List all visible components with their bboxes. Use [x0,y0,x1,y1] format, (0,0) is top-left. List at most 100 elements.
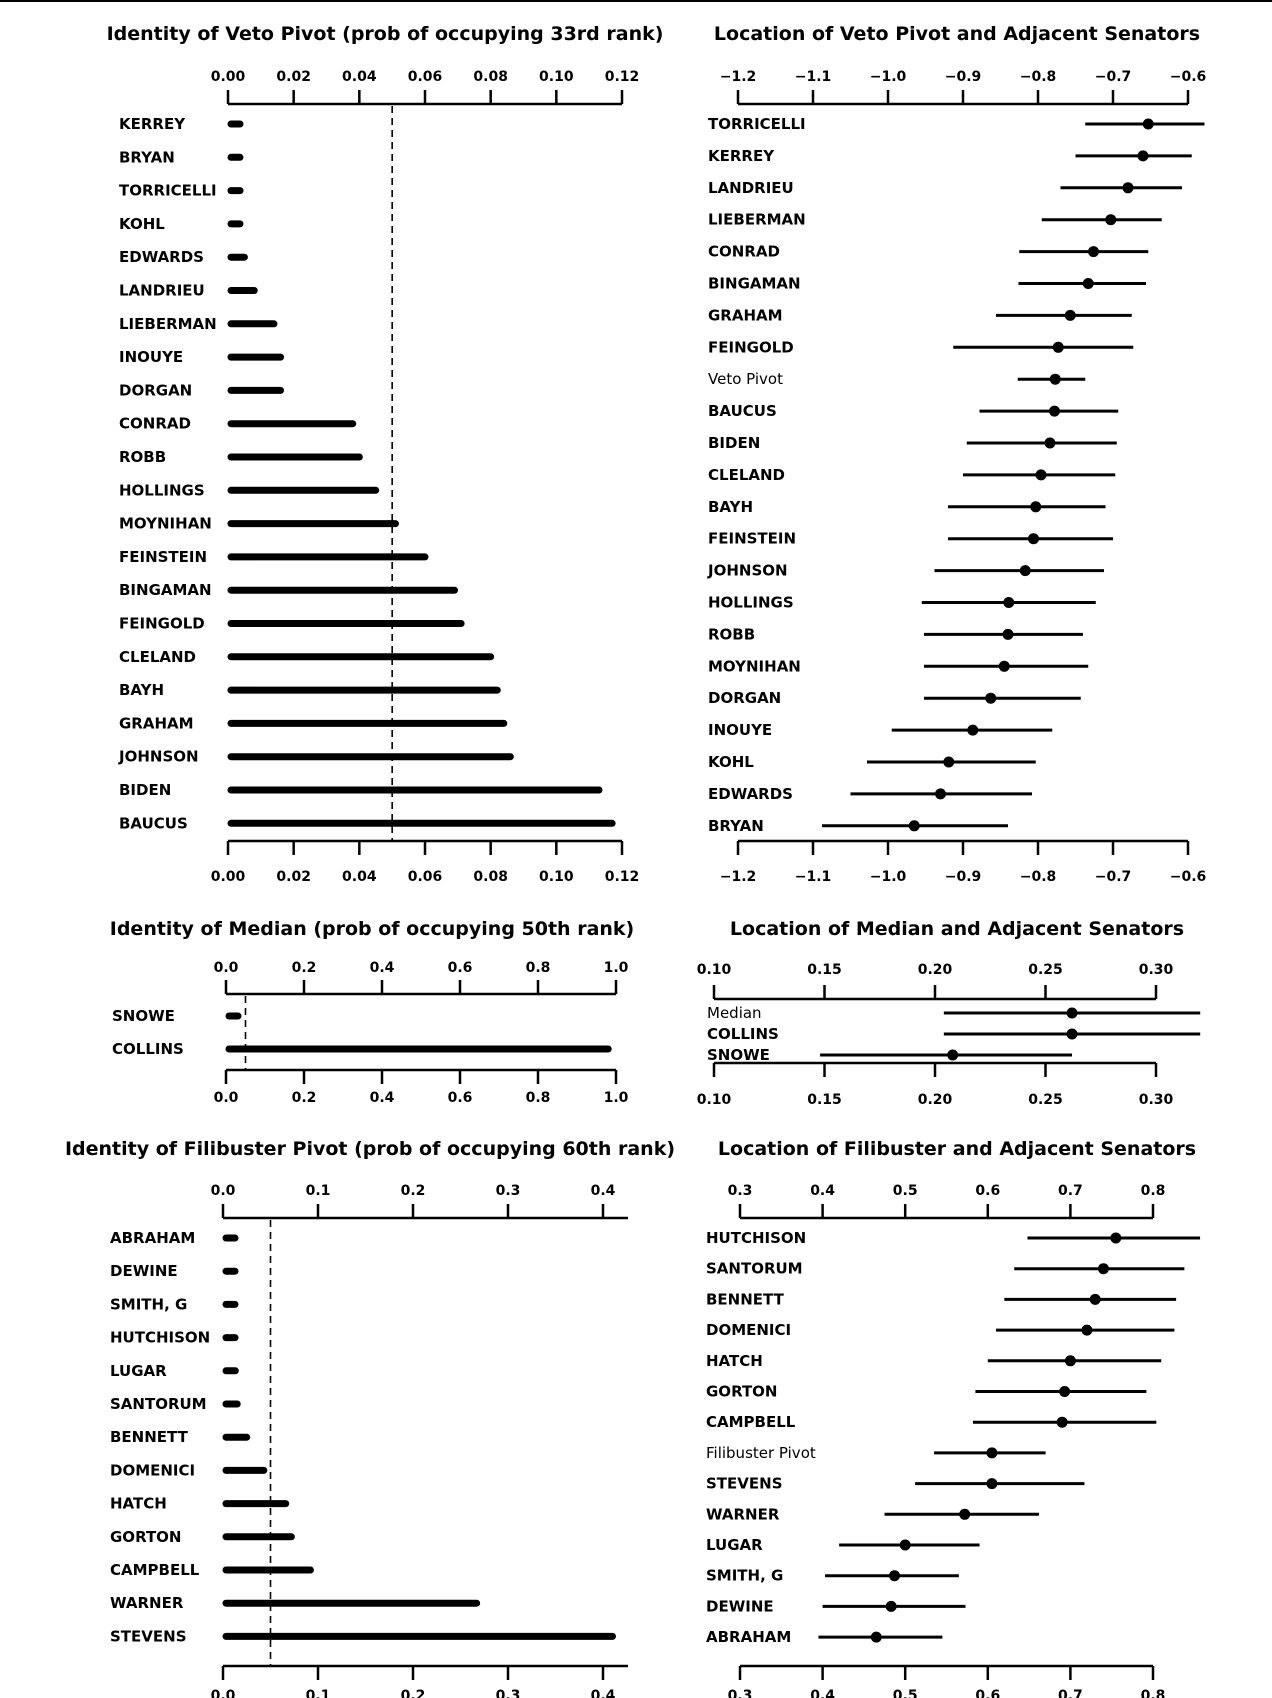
veto-identity-category-label: BAYH [119,681,164,699]
veto-identity-category-label: BIDEN [119,781,171,799]
veto-identity-category-label: HOLLINGS [119,481,205,499]
veto-identity-category-label: EDWARDS [119,248,204,266]
filibuster-location-point [1064,1355,1076,1367]
filibuster-identity-top-tick-label: 0.1 [306,1183,331,1199]
median-location-bottom-tick-label: 0.10 [697,1092,732,1108]
filibuster-location-point [1097,1263,1109,1275]
filibuster-location-row-label: SMITH, G [706,1567,783,1585]
filibuster-location-top-tick-label: 0.4 [810,1183,835,1199]
veto-identity-bottom-tick-label: 0.00 [211,869,246,885]
veto-identity-category-label: BRYAN [119,148,175,166]
median-location-bottom-tick-label: 0.20 [918,1092,953,1108]
veto-location-point [1088,246,1099,258]
median-location-top-tick-label: 0.20 [918,962,953,978]
filibuster-identity-category-label: CAMPBELL [110,1561,200,1579]
median-identity-bottom-tick-label: 1.0 [604,1090,629,1106]
median-identity-bottom-tick-label: 0.2 [292,1090,317,1106]
filibuster-identity-bottom-tick-label: 0.2 [401,1688,426,1698]
veto-location-point [985,692,997,704]
veto-identity-category-label: ROBB [119,448,166,466]
veto-identity-category-label: LIEBERMAN [119,315,217,333]
veto-identity-category-label: BINGAMAN [119,581,212,599]
veto-location-row-label: FEINSTEIN [708,530,796,548]
filibuster-location-bottom-tick-label: 0.8 [1141,1688,1166,1698]
filibuster-location-point [1089,1293,1101,1305]
median-identity-top-tick-label: 0.2 [292,960,317,976]
veto-location-top-tick-label: −0.9 [945,69,982,85]
filibuster-location-point [899,1539,911,1551]
veto-location-bottom-tick-label: −0.9 [945,869,982,885]
veto-location-point [1137,150,1149,162]
veto-location-row-label: CLELAND [708,466,785,484]
median-identity-top-tick-label: 0.4 [370,960,395,976]
veto-location-point [1002,628,1014,640]
veto-location-point [967,724,979,736]
median-location-row-label: COLLINS [707,1025,779,1043]
median-location-point [1066,1007,1078,1019]
filibuster-identity-category-label: SMITH, G [110,1295,187,1313]
veto-identity-bottom-tick-label: 0.10 [539,869,574,885]
veto-identity-top-tick-label: 0.00 [211,69,246,85]
filibuster-location-point [870,1631,882,1643]
filibuster-location-row-label: LUGAR [706,1536,763,1554]
veto-location-bottom-tick-label: −0.7 [1095,869,1132,885]
veto-location-point [1064,309,1076,321]
veto-location-top-tick-label: −1.1 [795,69,832,85]
filibuster-identity-category-label: STEVENS [110,1627,187,1645]
median-location-point [947,1049,959,1061]
veto-identity-bottom-tick-label: 0.06 [408,869,443,885]
median-location-title: Location of Median and Adjacent Senators [730,918,1184,940]
filibuster-location-row-label: BENNETT [706,1290,785,1308]
veto-location-row-label: INOUYE [708,721,772,739]
median-location-top-tick-label: 0.10 [697,962,732,978]
filibuster-location-row-label: Filibuster Pivot [706,1444,816,1462]
veto-identity-top-tick-label: 0.06 [408,69,443,85]
filibuster-location-row-label: GORTON [706,1383,777,1401]
veto-identity-category-label: JOHNSON [118,748,199,766]
filibuster-identity-category-label: DEWINE [110,1262,178,1280]
veto-location-row-label: BAYH [708,498,753,516]
veto-location-point [1105,214,1117,226]
veto-location-point [1030,501,1042,513]
veto-identity-top-tick-label: 0.12 [605,69,640,85]
filibuster-identity-top-tick-label: 0.0 [211,1183,236,1199]
filibuster-identity-top-tick-label: 0.2 [401,1183,426,1199]
filibuster-identity-title: Identity of Filibuster Pivot (prob of oc… [65,1138,675,1160]
veto-location-row-label: BIDEN [708,434,760,452]
filibuster-identity-category-label: LUGAR [110,1362,167,1380]
median-location-bottom-tick-label: 0.15 [807,1092,842,1108]
median-location-bottom-tick-label: 0.30 [1139,1092,1174,1108]
median-identity-top-tick-label: 1.0 [604,960,629,976]
veto-location-row-label: ROBB [708,625,755,643]
filibuster-identity-category-label: GORTON [110,1528,181,1546]
filibuster-location-row-label: HATCH [706,1352,763,1370]
veto-location-row-label: Veto Pivot [708,370,783,388]
veto-location-point [998,660,1010,672]
veto-location-point [1035,469,1047,481]
veto-location-point [1049,405,1060,417]
veto-location-bottom-tick-label: −1.2 [720,869,757,885]
veto-location-point [1082,278,1094,289]
veto-identity-bottom-tick-label: 0.08 [473,869,508,885]
median-identity-top-tick-label: 0.8 [526,960,551,976]
veto-location-point [1044,437,1056,449]
filibuster-location-bottom-tick-label: 0.5 [893,1688,918,1698]
veto-identity-category-label: TORRICELLI [119,182,217,200]
filibuster-identity-category-label: DOMENICI [110,1461,195,1479]
filibuster-location-row-label: ABRAHAM [706,1628,791,1646]
filibuster-identity-category-label: HUTCHISON [110,1329,210,1347]
veto-location-bottom-tick-label: −1.0 [870,869,907,885]
filibuster-location-chart: Location of Filibuster and Adjacent Sena… [706,1138,1201,1698]
median-location-top-tick-label: 0.25 [1028,962,1063,978]
veto-identity-category-label: GRAHAM [119,714,194,732]
median-location-top-tick-label: 0.30 [1139,962,1174,978]
veto-location-top-tick-label: −1.0 [870,69,907,85]
filibuster-location-bottom-tick-label: 0.6 [975,1688,1000,1698]
filibuster-location-top-tick-label: 0.3 [728,1183,753,1199]
filibuster-location-point [885,1600,897,1612]
veto-identity-top-tick-label: 0.10 [539,69,574,85]
filibuster-location-top-tick-label: 0.8 [1141,1183,1166,1199]
filibuster-identity-bottom-tick-label: 0.0 [211,1688,236,1698]
filibuster-location-row-label: CAMPBELL [706,1413,796,1431]
